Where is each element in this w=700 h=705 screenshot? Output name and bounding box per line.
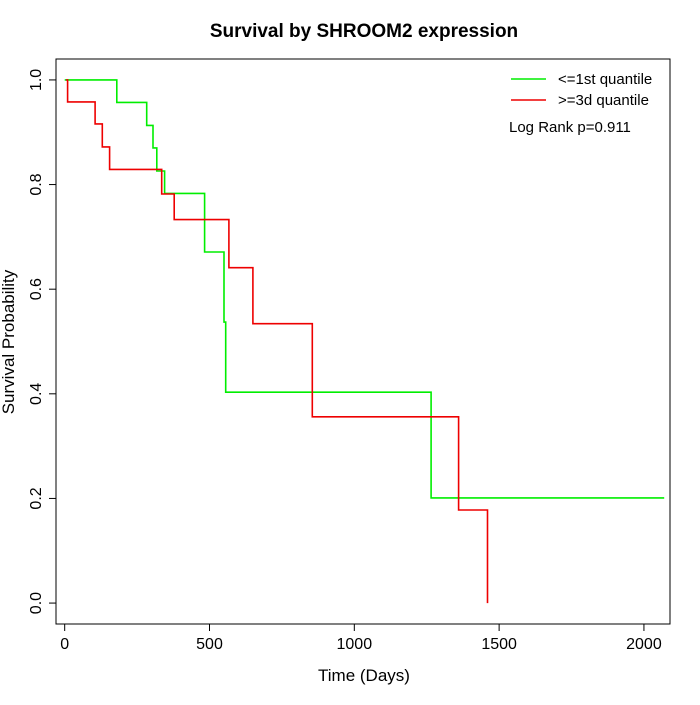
log-rank-annotation: Log Rank p=0.911: [509, 119, 631, 136]
legend-label: <=1st quantile: [558, 71, 652, 88]
x-tick-label: 0: [60, 636, 69, 653]
y-axis-label: Survival Probability: [0, 269, 18, 414]
x-axis-label: Time (Days): [318, 666, 410, 685]
x-tick-label: 2000: [626, 636, 662, 653]
series-layer: [64, 79, 665, 604]
y-axis: 0.0 0.2 0.4 0.6 0.8 1.0: [28, 69, 57, 614]
x-tick-label: 1500: [481, 636, 517, 653]
y-tick-label: 0.2: [28, 487, 45, 509]
plot-frame: [55, 58, 671, 625]
legend: <=1st quantile >=3d quantile: [511, 71, 652, 109]
series-line-low-quantile: [64, 79, 665, 499]
y-tick-label: 0.6: [28, 278, 45, 300]
legend-label: >=3d quantile: [558, 92, 649, 109]
x-tick-label: 1000: [337, 636, 373, 653]
x-tick-label: 500: [196, 636, 223, 653]
y-tick-label: 0.0: [28, 592, 45, 614]
x-axis: 0 500 1000 1500 2000: [60, 623, 662, 653]
y-tick-label: 1.0: [28, 69, 45, 91]
y-tick-label: 0.4: [28, 383, 45, 405]
y-tick-label: 0.8: [28, 173, 45, 195]
chart-title: Survival by SHROOM2 expression: [210, 21, 518, 42]
series-line-high-quantile: [66, 79, 489, 604]
